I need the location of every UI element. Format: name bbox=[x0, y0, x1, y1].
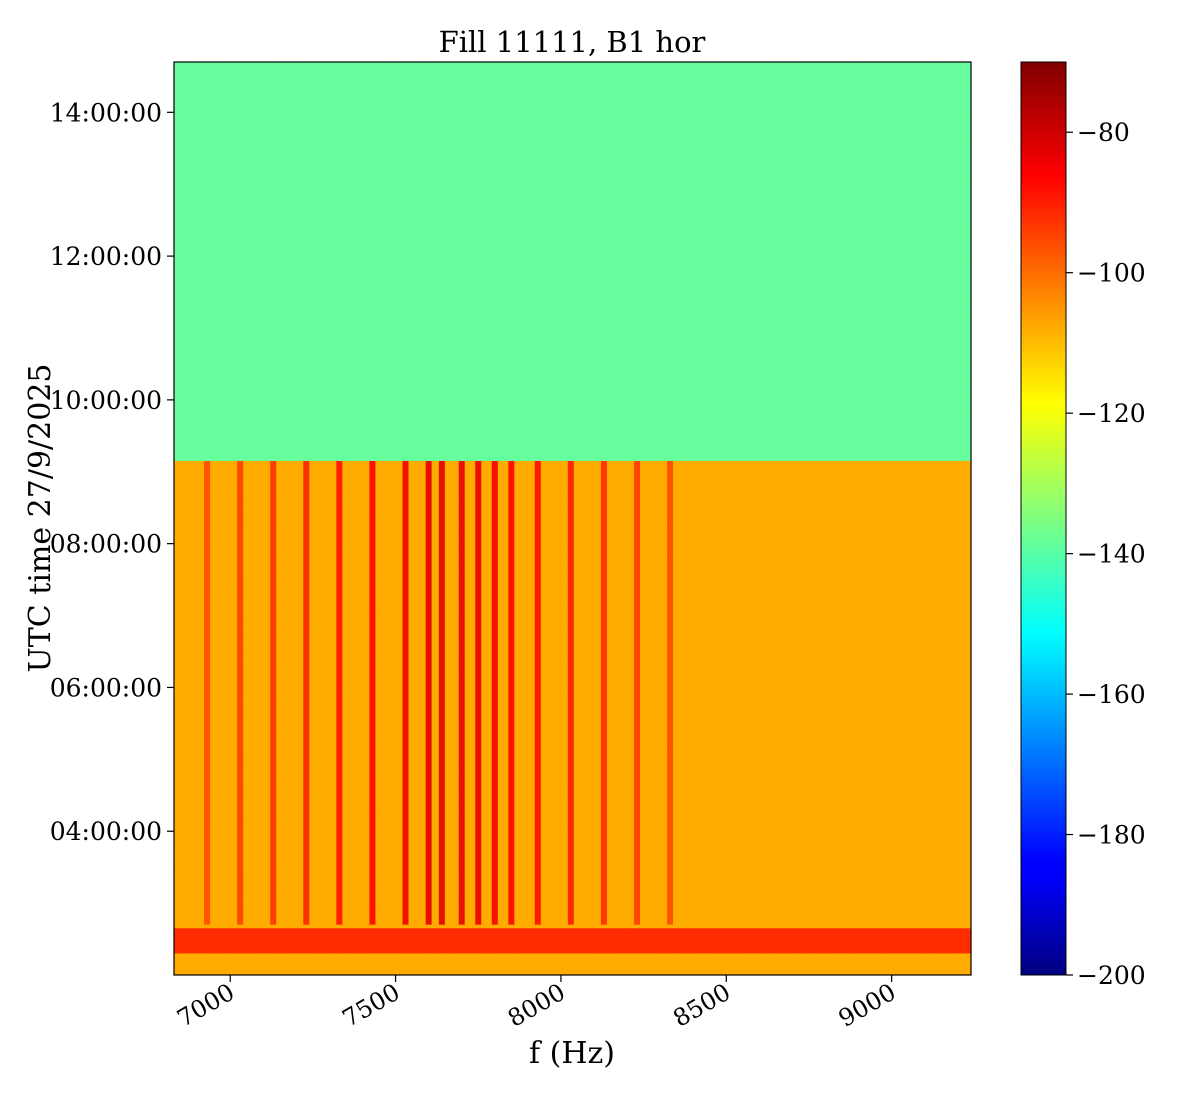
y-axis: 04:00:00 06:00:00 08:00:00 10:00:00 12:00:00… bbox=[50, 98, 174, 846]
spectral-line bbox=[567, 460, 574, 925]
x-tick-label: 8000 bbox=[503, 978, 570, 1033]
spectral-line bbox=[204, 460, 211, 925]
y-tick-label: 04:00:00 bbox=[50, 817, 162, 846]
plot-area bbox=[173, 61, 972, 976]
y-tick-label: 10:00:00 bbox=[50, 386, 162, 415]
colorbar-tick-label: −200 bbox=[1077, 961, 1146, 990]
spectral-line bbox=[270, 460, 277, 925]
spectral-line bbox=[369, 460, 376, 925]
spectral-line bbox=[303, 460, 310, 925]
colorbar-tick-label: −140 bbox=[1077, 540, 1146, 569]
colorbar-tick-label: −80 bbox=[1077, 118, 1130, 147]
spectral-line bbox=[600, 460, 607, 925]
spectral-line bbox=[237, 460, 244, 925]
colorbar-tick-label: −160 bbox=[1077, 680, 1146, 709]
colorbar-frame bbox=[1020, 61, 1067, 976]
spectral-line bbox=[633, 460, 640, 925]
colorbar-tick-label: −180 bbox=[1077, 821, 1146, 850]
chart-title: Fill 11111, B1 hor bbox=[439, 25, 706, 59]
colorbar-ticks: −80 −100 −120 −140 −160 −180 −200 bbox=[1066, 118, 1146, 990]
spectral-line bbox=[475, 460, 482, 925]
spectral-line bbox=[458, 460, 465, 925]
y-tick-label: 12:00:00 bbox=[50, 242, 162, 271]
x-tick-label: 7000 bbox=[172, 978, 239, 1033]
y-axis-label: UTC time 27/9/2025 bbox=[23, 364, 58, 673]
x-axis-label: f (Hz) bbox=[529, 1036, 615, 1071]
colorbar-gradient bbox=[1021, 62, 1066, 975]
spectral-line bbox=[491, 460, 498, 925]
y-tick-label: 08:00:00 bbox=[50, 530, 162, 559]
spectral-lines bbox=[204, 460, 674, 925]
noise-texture bbox=[174, 62, 971, 461]
colorbar-tick-label: −120 bbox=[1077, 399, 1146, 428]
colorbar-tick-label: −100 bbox=[1077, 259, 1146, 288]
colorbar: −80 −100 −120 −140 −160 −180 −200 bbox=[1020, 61, 1146, 990]
spectral-line bbox=[425, 460, 432, 925]
y-tick-label: 06:00:00 bbox=[50, 673, 162, 702]
x-tick-label: 7500 bbox=[338, 978, 405, 1033]
spectral-line bbox=[402, 460, 409, 925]
spectral-line bbox=[438, 460, 445, 925]
y-tick-label: 14:00:00 bbox=[50, 98, 162, 127]
x-tick-label: 8500 bbox=[668, 978, 735, 1033]
heatmap-region bbox=[174, 928, 971, 954]
spectral-line bbox=[508, 460, 515, 925]
spectral-line bbox=[336, 460, 343, 925]
spectral-line bbox=[534, 460, 541, 925]
plot-frame bbox=[173, 61, 972, 976]
spectral-line bbox=[667, 460, 674, 925]
x-axis: 7000 7500 8000 8500 9000 bbox=[172, 975, 901, 1033]
x-tick-label: 9000 bbox=[834, 978, 901, 1033]
